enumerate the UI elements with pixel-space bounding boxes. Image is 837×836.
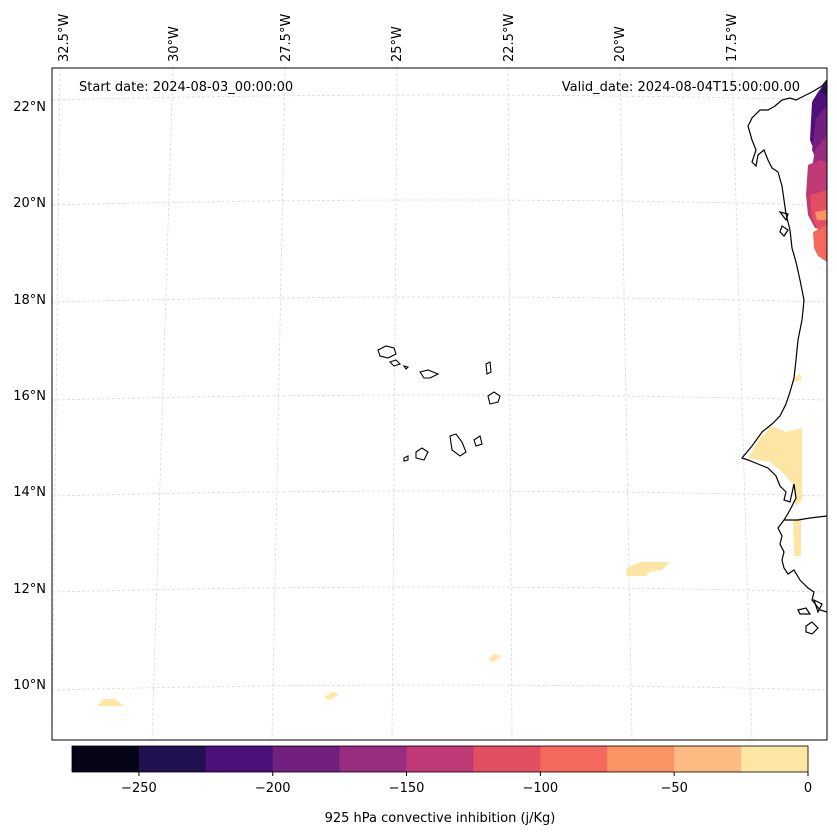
lat-label: 18°N xyxy=(13,293,46,308)
colorbar-segment xyxy=(674,746,742,772)
colorbar-tick-label: −200 xyxy=(255,781,291,796)
colorbar-segment xyxy=(272,746,341,772)
meridian-22-5w xyxy=(507,67,513,741)
parallel-12n xyxy=(51,586,828,593)
colorbar-segment xyxy=(540,746,608,772)
parallel-20n xyxy=(51,199,828,206)
lon-label: 20°W xyxy=(613,26,628,62)
cin-patch-light-ocean3 xyxy=(324,692,339,700)
lat-label: 12°N xyxy=(13,582,46,597)
guinea-islands xyxy=(797,598,823,635)
parallel-16n xyxy=(51,394,828,401)
cin-patch-orange xyxy=(815,210,827,220)
lat-label: 22°N xyxy=(13,100,46,115)
parallel-18n xyxy=(51,296,828,303)
cin-patch-light-ocean4 xyxy=(97,699,124,706)
island-santa-luzia xyxy=(402,365,410,370)
cape-verde-islands xyxy=(377,345,501,462)
colorbar-tick-label: 0 xyxy=(804,781,812,796)
colorbar-segment xyxy=(138,746,207,772)
cin-contours xyxy=(97,80,827,706)
cin-patch-light-ocean1 xyxy=(626,562,670,576)
colorbar-tick-label: −50 xyxy=(660,781,687,796)
cin-patch-coral xyxy=(813,225,827,262)
cin-patch-light-cape xyxy=(748,426,802,506)
meridian-20w xyxy=(619,67,633,741)
parallel-22n xyxy=(51,94,828,101)
island-boa-vista xyxy=(487,391,501,405)
colorbar-frame xyxy=(71,745,809,773)
colorbar-tick-label: −150 xyxy=(389,781,425,796)
longitude-labels: 32.5°W 30°W 27.5°W 25°W 22.5°W 20°W 17.5… xyxy=(57,14,740,62)
parallel-14n xyxy=(51,490,828,497)
island-santo-antao xyxy=(377,345,397,359)
lon-label: 30°W xyxy=(167,26,182,62)
africa-coastline xyxy=(740,79,828,613)
lon-label: 22.5°W xyxy=(502,14,517,62)
lat-label: 14°N xyxy=(13,485,46,500)
cin-patch-red xyxy=(810,190,827,232)
colorbar-segment xyxy=(473,746,541,772)
start-date-label: Start date: 2024-08-03_00:00:00 xyxy=(79,80,293,95)
latitude-labels: 22°N 20°N 18°N 16°N 14°N 12°N 10°N xyxy=(13,100,46,693)
lat-label: 16°N xyxy=(13,389,46,404)
colorbar-segment xyxy=(205,746,274,772)
map-frame xyxy=(51,67,828,741)
cin-patch-light-ocean2 xyxy=(488,654,502,662)
colorbar-tick-label: −100 xyxy=(523,781,559,796)
island-maio xyxy=(473,435,483,447)
colorbar-segment xyxy=(607,746,675,772)
colorbar-segment xyxy=(72,746,140,772)
colorbar-segment xyxy=(406,746,474,772)
island-sao-nicolau xyxy=(419,369,440,379)
colorbar-label: 925 hPa convective inhibition (j/Kg) xyxy=(325,811,556,826)
colorbar-tick-label: −250 xyxy=(121,781,157,796)
coastlines xyxy=(740,79,828,635)
lon-label: 17.5°W xyxy=(725,14,740,62)
island-sao-vicente xyxy=(388,359,402,367)
valid-date-label: Valid_date: 2024-08-04T15:00:00.00 xyxy=(562,80,800,95)
meridian-27-5w xyxy=(271,67,286,741)
cin-patch-dark-edge xyxy=(820,82,827,96)
western-sahara-notch xyxy=(778,211,789,237)
cin-patch-light-gambia xyxy=(793,518,801,556)
cin-patch-light-small xyxy=(792,374,802,382)
island-sal xyxy=(485,361,492,375)
lon-label: 32.5°W xyxy=(57,14,72,62)
gambia-river xyxy=(784,515,828,521)
meridian-25w xyxy=(391,67,398,741)
colorbar-segment xyxy=(741,746,809,772)
island-fogo xyxy=(415,447,429,461)
island-santiago xyxy=(449,433,467,457)
island-brava xyxy=(403,455,409,462)
lon-label: 27.5°W xyxy=(279,14,294,62)
colorbar-segment xyxy=(339,746,408,772)
meridian-17-5w xyxy=(731,67,753,741)
gridlines xyxy=(51,67,828,741)
parallel-10n xyxy=(51,684,828,691)
lat-label: 10°N xyxy=(13,678,46,693)
colorbar: −250 −200 −150 −100 −50 0 xyxy=(71,745,812,796)
meridian-30w xyxy=(151,67,174,741)
lat-label: 20°N xyxy=(13,196,46,211)
meridian-32-5w xyxy=(51,67,61,741)
lon-label: 25°W xyxy=(390,26,405,62)
